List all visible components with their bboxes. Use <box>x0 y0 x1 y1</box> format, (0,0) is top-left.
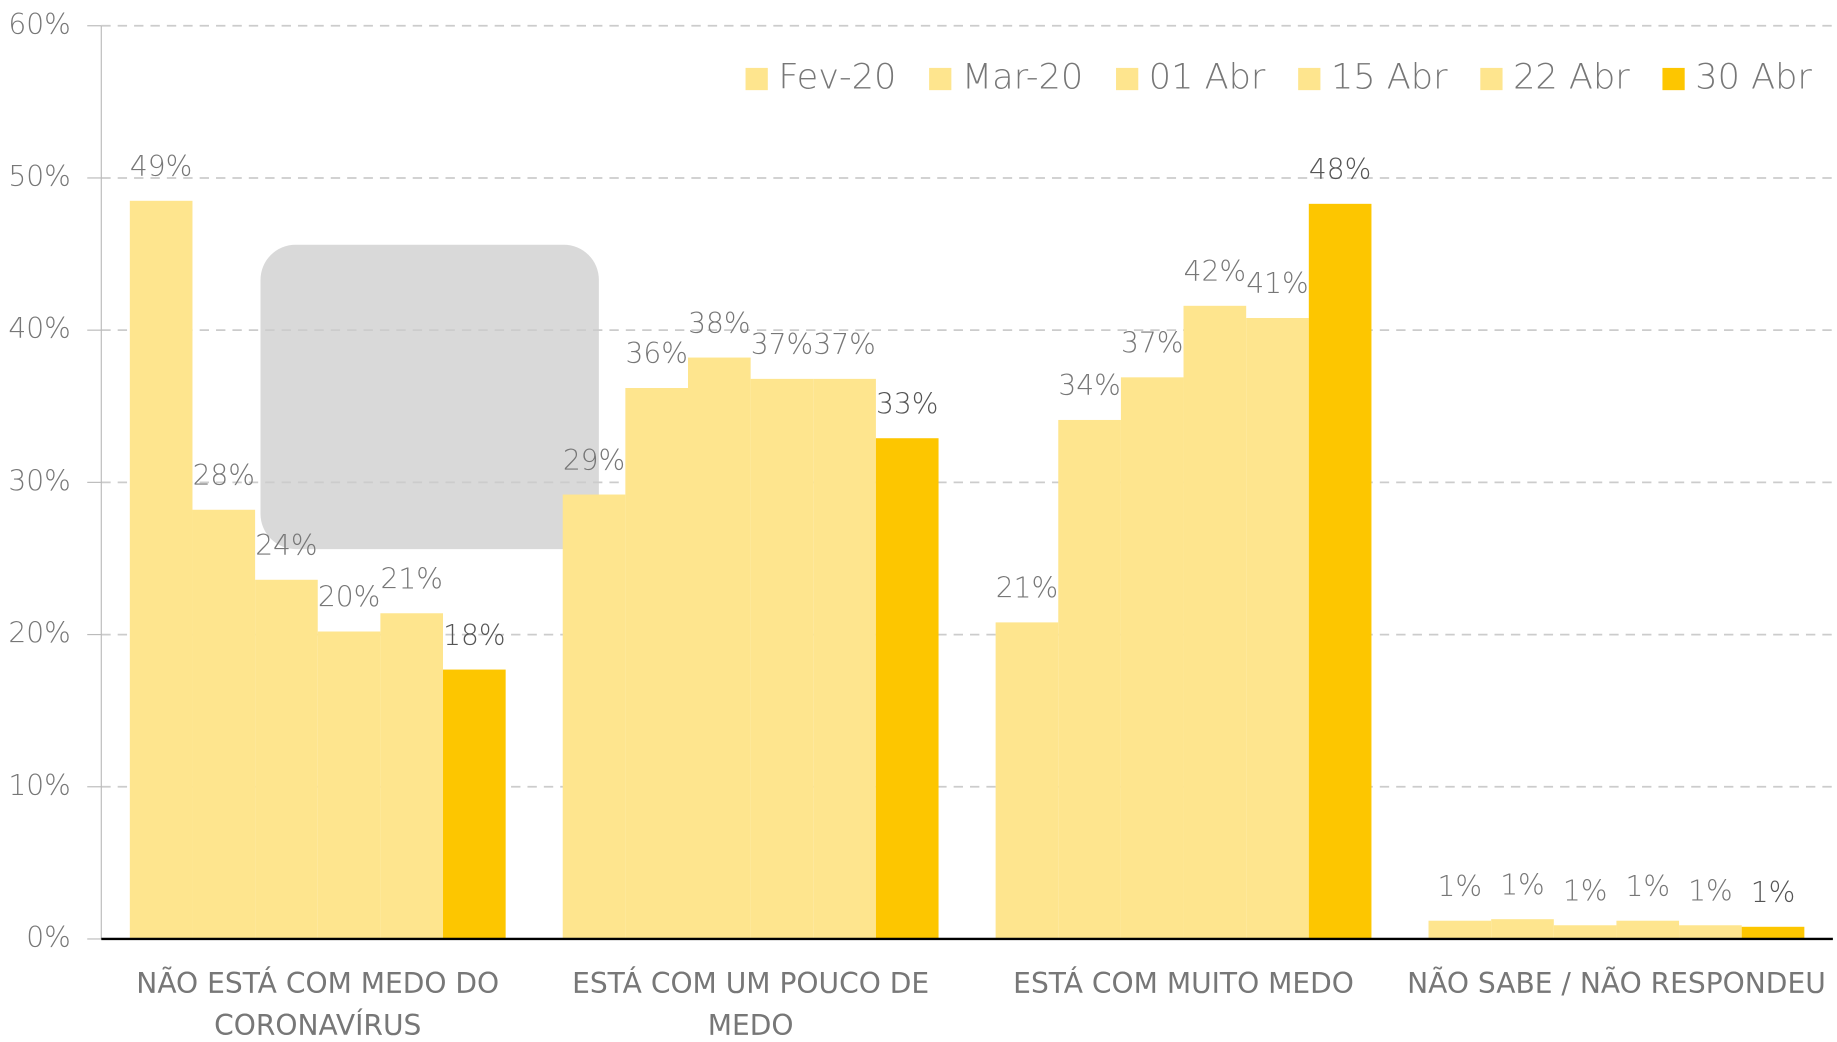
bar <box>1120 377 1184 939</box>
data-label: 18% <box>443 619 505 652</box>
data-label: 1% <box>1688 874 1733 907</box>
bar <box>255 579 318 939</box>
x-tick-label: NÃO SABE / NÃO RESPONDEU <box>1407 967 1826 1000</box>
bar <box>443 669 506 939</box>
bar <box>562 494 626 939</box>
bar <box>192 509 256 939</box>
bar <box>1491 919 1554 939</box>
bar <box>750 378 814 939</box>
legend-swatch <box>1480 67 1503 91</box>
data-label: 42% <box>1184 255 1246 288</box>
data-label: 1% <box>1500 868 1545 901</box>
y-tick-label: 30% <box>8 464 70 497</box>
y-tick-label: 10% <box>8 769 70 802</box>
bar <box>1058 419 1121 939</box>
x-tick-label-box: NÃO ESTÁ COM MEDO DO CORONAVÍRUS <box>136 967 500 1042</box>
y-tick-label: 60% <box>8 8 70 41</box>
legend-swatch <box>929 67 952 91</box>
bar <box>1616 920 1680 939</box>
data-label: 49% <box>130 150 192 183</box>
data-label: 36% <box>625 337 687 370</box>
legend-label: Mar-20 <box>962 56 1083 97</box>
bar <box>813 378 876 939</box>
data-label: 24% <box>255 529 317 562</box>
data-label: 21% <box>380 562 442 595</box>
data-label: 1% <box>1563 874 1608 907</box>
data-label: 37% <box>751 328 813 361</box>
data-label: 37% <box>813 328 875 361</box>
legend-swatch <box>1662 67 1685 91</box>
legend-swatch <box>745 67 768 91</box>
y-tick-label: 50% <box>8 160 70 193</box>
legend-label: Fev-20 <box>778 56 896 97</box>
watermark-logo <box>260 244 599 550</box>
bar <box>688 357 751 939</box>
bar <box>1308 203 1372 939</box>
bar <box>1679 925 1742 939</box>
bar <box>875 438 939 939</box>
x-tick-label: ESTÁ COM MUITO MEDO <box>1013 967 1354 1000</box>
legend-label: 15 Abr <box>1331 56 1448 97</box>
x-tick-label: NÃO ESTÁ COM MEDO DO CORONAVÍRUS <box>136 967 500 1042</box>
data-label: 48% <box>1309 153 1371 186</box>
bar <box>129 200 193 939</box>
bar <box>1183 305 1247 939</box>
y-tick-label: 0% <box>26 921 71 954</box>
data-label: 41% <box>1246 267 1308 300</box>
bar <box>317 631 381 939</box>
bar <box>1246 317 1309 939</box>
bar <box>380 613 444 939</box>
data-label: 1% <box>1438 870 1483 903</box>
data-label: 33% <box>876 387 938 420</box>
data-label: 28% <box>193 459 255 492</box>
data-label: 29% <box>563 444 625 477</box>
x-tick-label-box: ESTÁ COM MUITO MEDO <box>1013 967 1354 1000</box>
data-label: 38% <box>688 307 750 340</box>
x-tick-label-box: ESTÁ COM UM POUCO DE MEDO <box>572 967 930 1042</box>
x-tick-label-box: NÃO SABE / NÃO RESPONDEU <box>1407 967 1826 1000</box>
data-label: 37% <box>1121 327 1183 360</box>
data-label: 21% <box>996 572 1058 605</box>
bar <box>625 387 689 939</box>
y-tick-label: 40% <box>8 312 70 345</box>
x-tick-label: ESTÁ COM UM POUCO DE MEDO <box>572 967 930 1042</box>
data-label: 34% <box>1058 369 1120 402</box>
legend-label: 22 Abr <box>1513 56 1630 97</box>
bar <box>995 622 1059 939</box>
legend-label: 30 Abr <box>1695 56 1812 97</box>
data-label: 1% <box>1625 870 1670 903</box>
legend-label: 01 Abr <box>1149 56 1266 97</box>
y-tick-label: 20% <box>8 617 70 650</box>
bar <box>1553 925 1617 939</box>
bar <box>1741 926 1805 939</box>
legend-swatch <box>1298 67 1321 91</box>
data-label: 20% <box>318 581 380 614</box>
bar <box>1428 920 1492 939</box>
legend-swatch <box>1116 67 1139 91</box>
data-label: 1% <box>1751 876 1796 909</box>
